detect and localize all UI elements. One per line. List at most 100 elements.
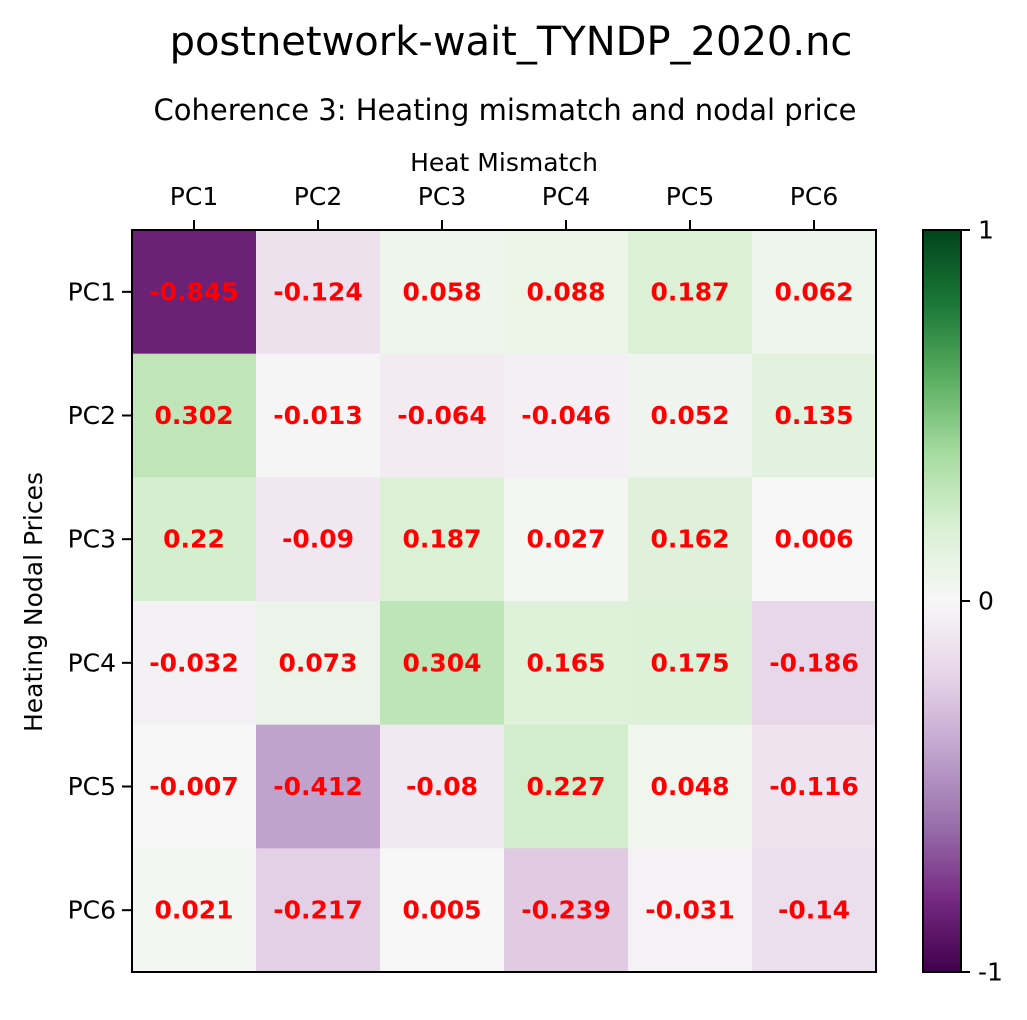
cell-value-label: -0.09	[282, 525, 354, 554]
cell-value-label: -0.124	[273, 277, 362, 306]
x-axis-label: Heat Mismatch	[410, 148, 598, 177]
colorbar-ticks: 1 0 -1	[961, 216, 1003, 987]
cell-value-label: 0.135	[774, 401, 853, 430]
cell-value-label: -0.007	[149, 772, 238, 801]
heatmap-cell	[256, 601, 381, 726]
heatmap-cell	[256, 353, 381, 478]
cell-value-label: 0.227	[526, 772, 605, 801]
heatmap-cell	[752, 353, 877, 478]
heatmap-cell	[380, 848, 505, 973]
heatmap-cell	[628, 230, 753, 355]
heatmap-annotations: -0.845 -0.124 0.058 0.088 0.187 0.062 0.302 -0.…	[149, 277, 858, 924]
heatmap-cell	[256, 848, 381, 973]
colorbar-tick-label: 0	[978, 587, 994, 616]
cell-value-label: 0.027	[526, 525, 605, 554]
heatmap-cell	[380, 353, 505, 478]
cell-value-label: 0.058	[402, 277, 481, 306]
heatmap-cell	[256, 230, 381, 355]
cell-value-label: -0.186	[769, 648, 858, 677]
cell-value-label: 0.005	[402, 896, 481, 925]
cell-value-label: 0.021	[154, 896, 233, 925]
plot-frame	[131, 229, 877, 973]
heatmap-cell	[132, 230, 257, 355]
figure-suptitle: postnetwork-wait_TYNDP_2020.nc	[170, 19, 853, 65]
cell-value-label: -0.845	[149, 277, 238, 306]
heatmap-cell	[132, 724, 257, 849]
heatmap-cell	[752, 848, 877, 973]
y-tick-label: PC3	[68, 525, 116, 554]
cell-value-label: -0.064	[397, 401, 486, 430]
heatmap-cell	[504, 230, 629, 355]
heatmap-cell	[504, 724, 629, 849]
heatmap-cell	[132, 353, 257, 478]
heatmap-cell	[380, 724, 505, 849]
x-tick-label: PC4	[542, 182, 590, 211]
cell-value-label: 0.175	[650, 648, 729, 677]
heatmap-cell	[256, 724, 381, 849]
y-tick-label: PC2	[68, 401, 116, 430]
cell-value-label: -0.046	[521, 401, 610, 430]
y-axis-label: Heating Nodal Prices	[19, 472, 48, 732]
heatmap-cell	[380, 230, 505, 355]
cell-value-label: -0.08	[406, 772, 478, 801]
cell-value-label: 0.187	[650, 277, 729, 306]
heatmap-cell	[752, 230, 877, 355]
colorbar	[922, 229, 962, 973]
cell-value-label: 0.052	[650, 401, 729, 430]
x-axis-ticks: PC1 PC2 PC3 PC4 PC5 PC6	[170, 182, 838, 230]
cell-value-label: 0.048	[650, 772, 729, 801]
cell-value-label: 0.088	[526, 277, 605, 306]
heatmap-cell	[504, 848, 629, 973]
cell-value-label: -0.116	[769, 772, 858, 801]
cell-value-label: 0.302	[154, 401, 233, 430]
colorbar-tick-label: 1	[978, 216, 994, 245]
heatmap-cell	[752, 724, 877, 849]
cell-value-label: -0.032	[149, 648, 238, 677]
cell-value-label: 0.073	[278, 648, 357, 677]
cell-value-label: -0.239	[521, 896, 610, 925]
heatmap-cell	[752, 601, 877, 726]
cell-value-label: 0.006	[774, 525, 853, 554]
y-tick-label: PC6	[68, 896, 116, 925]
y-axis-ticks: PC1 PC2 PC3 PC4 PC5 PC6	[68, 277, 132, 925]
x-tick-label: PC5	[666, 182, 714, 211]
cell-value-label: -0.14	[778, 896, 850, 925]
colorbar-tick-label: -1	[978, 958, 1003, 987]
heatmap-cell	[628, 477, 753, 602]
cell-value-label: -0.031	[645, 896, 734, 925]
y-tick-label: PC4	[68, 648, 116, 677]
cell-value-label: 0.22	[163, 525, 225, 554]
heatmap-cell	[380, 477, 505, 602]
x-tick-label: PC3	[418, 182, 466, 211]
cell-value-label: 0.162	[650, 525, 729, 554]
cell-value-label: 0.062	[774, 277, 853, 306]
heatmap-cell	[752, 477, 877, 602]
heatmap-cell	[504, 353, 629, 478]
cell-value-label: 0.165	[526, 648, 605, 677]
heatmap-cell	[256, 477, 381, 602]
heatmap-cells	[132, 230, 877, 973]
cell-value-label: 0.304	[402, 648, 481, 677]
heatmap-cell	[628, 601, 753, 726]
heatmap-cell	[380, 601, 505, 726]
heatmap-cell	[132, 477, 257, 602]
heatmap-cell	[628, 724, 753, 849]
x-tick-label: PC1	[170, 182, 218, 211]
cell-value-label: -0.217	[273, 896, 362, 925]
heatmap-cell	[628, 353, 753, 478]
y-tick-label: PC5	[68, 772, 116, 801]
chart-title: Coherence 3: Heating mismatch and nodal …	[154, 93, 857, 127]
y-tick-label: PC1	[68, 277, 116, 306]
cell-value-label: -0.013	[273, 401, 362, 430]
x-tick-label: PC2	[294, 182, 342, 211]
x-tick-label: PC6	[790, 182, 838, 211]
heatmap-cell	[628, 848, 753, 973]
cell-value-label: 0.187	[402, 525, 481, 554]
heatmap-cell	[504, 477, 629, 602]
heatmap-cell	[132, 848, 257, 973]
heatmap-cell	[132, 601, 257, 726]
heatmap-cell	[504, 601, 629, 726]
cell-value-label: -0.412	[273, 772, 362, 801]
